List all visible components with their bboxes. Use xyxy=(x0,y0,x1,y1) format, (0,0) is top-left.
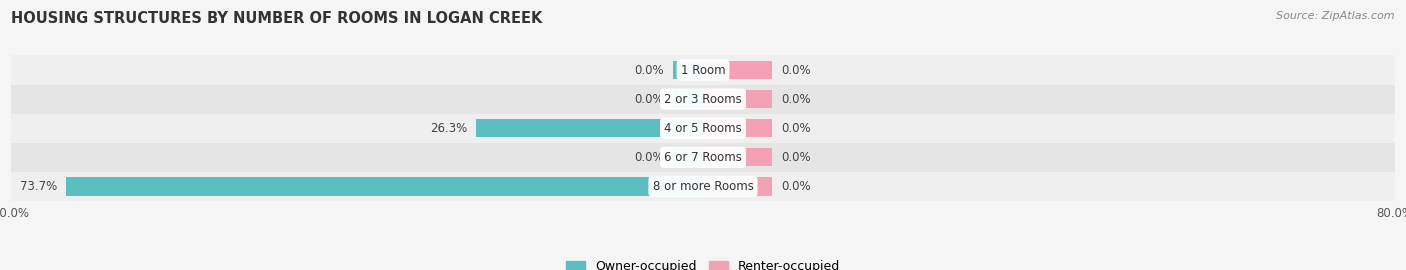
Text: 1 Room: 1 Room xyxy=(681,63,725,76)
Bar xyxy=(11,172,1395,201)
Text: 2 or 3 Rooms: 2 or 3 Rooms xyxy=(664,93,742,106)
Bar xyxy=(11,143,1395,172)
Bar xyxy=(66,177,703,195)
Text: 0.0%: 0.0% xyxy=(780,122,810,135)
Bar xyxy=(672,90,703,108)
Text: 0.0%: 0.0% xyxy=(780,180,810,193)
Text: 6 or 7 Rooms: 6 or 7 Rooms xyxy=(664,151,742,164)
Bar xyxy=(11,85,1395,114)
Bar xyxy=(11,55,1395,85)
Bar xyxy=(703,148,772,166)
Bar xyxy=(703,90,772,108)
Text: 73.7%: 73.7% xyxy=(20,180,58,193)
Bar xyxy=(703,119,772,137)
Legend: Owner-occupied, Renter-occupied: Owner-occupied, Renter-occupied xyxy=(567,261,839,270)
Bar xyxy=(672,148,703,166)
Bar xyxy=(703,61,772,79)
Text: 0.0%: 0.0% xyxy=(634,93,664,106)
Text: 0.0%: 0.0% xyxy=(780,151,810,164)
Text: 26.3%: 26.3% xyxy=(430,122,467,135)
Bar xyxy=(475,119,703,137)
Text: 4 or 5 Rooms: 4 or 5 Rooms xyxy=(664,122,742,135)
Text: 0.0%: 0.0% xyxy=(780,93,810,106)
Text: HOUSING STRUCTURES BY NUMBER OF ROOMS IN LOGAN CREEK: HOUSING STRUCTURES BY NUMBER OF ROOMS IN… xyxy=(11,11,543,26)
Bar xyxy=(672,61,703,79)
Bar xyxy=(11,114,1395,143)
Text: 0.0%: 0.0% xyxy=(634,63,664,76)
Text: Source: ZipAtlas.com: Source: ZipAtlas.com xyxy=(1277,11,1395,21)
Text: 8 or more Rooms: 8 or more Rooms xyxy=(652,180,754,193)
Text: 0.0%: 0.0% xyxy=(634,151,664,164)
Text: 0.0%: 0.0% xyxy=(780,63,810,76)
Bar xyxy=(703,177,772,195)
